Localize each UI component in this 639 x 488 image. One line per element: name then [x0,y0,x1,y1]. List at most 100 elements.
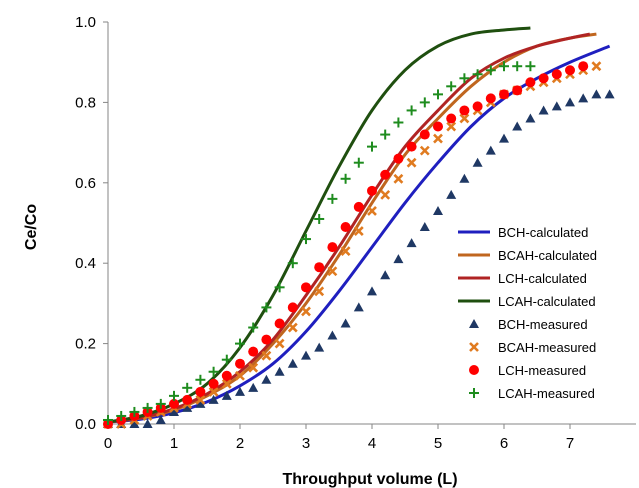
y-tick-label: 0.0 [75,416,96,433]
bcah-measured-point-stroke [393,173,404,184]
lcah-measured-point [393,117,404,128]
lcah-measured-point [327,193,338,204]
lch-measured-point [459,105,470,116]
bcah-measured-point-stroke [380,189,391,200]
bch-measured-point [235,386,245,396]
lcah-measured-point [248,322,259,333]
bch-measured-point [433,205,443,215]
bch-measured-point [353,302,364,312]
legend-label: BCAH-calculated [498,248,597,263]
bch-measured-point [393,254,404,264]
bch-measured-point [248,382,259,392]
lch-measured-point [419,129,430,140]
lcah-measured-point [142,402,153,413]
bcah-measured-point [591,61,602,72]
lch-measured-point [485,93,496,104]
lch-measured-point [525,77,536,88]
bch-measured-point [155,414,166,424]
legend-label: BCH-measured [498,317,588,332]
bch-measured-point [499,133,509,143]
lcah-measured-point [499,61,509,72]
lch-measured-point [433,121,443,132]
bcah-measured-point-stroke [367,206,377,216]
bch-measured-point [221,390,232,400]
x-tick-label: 6 [500,435,508,452]
bcah-measured-point [208,386,219,397]
bch-measured-point [578,93,589,103]
legend-item-bcah-measured: BCAH-measured [469,340,596,355]
lcah-measured-point [485,65,496,76]
y-tick-label: 0.4 [75,255,96,272]
bcah-measured-point [393,173,404,184]
bch-measured-point [380,270,391,280]
bcah-measured-point-stroke [221,378,232,389]
bcah-measured-point-stroke [235,370,245,381]
bcah-measured-point [433,133,443,144]
lch-measured-point [538,73,549,84]
x-axis-title: Throughput volume (L) [282,471,457,488]
lcah-measured-point [406,105,417,116]
lch-measured-point [499,89,509,100]
lch-measured-point [565,65,575,76]
legend-item-bcah-calculated: BCAH-calculated [458,248,597,263]
bch-measured-point [406,238,417,248]
lch-measured-point [340,222,351,233]
bch-measured-point [327,330,338,340]
legend-swatch [469,388,479,398]
lcah-measured-point [129,406,140,417]
bch-measured-point [472,157,483,167]
legend-label: LCAH-measured [498,386,595,401]
legend-item-bch-calculated: BCH-calculated [458,225,588,240]
bch-measured-point [261,374,272,384]
bcah-measured-point-stroke [261,350,272,361]
legend-item-bch-measured: BCH-measured [469,317,588,332]
bcah-measured-point [221,378,232,389]
legend-label: BCAH-measured [498,340,596,355]
bch-measured-point [274,366,285,376]
legend-item-lcah-calculated: LCAH-calculated [458,294,596,309]
y-tick-label: 0.2 [75,336,96,353]
lcah-measured-point [419,97,430,108]
bcah-measured-point-stroke [353,226,364,236]
legend-label: LCH-measured [498,363,586,378]
lcah-measured-point [235,338,245,349]
lch-measured-point [169,398,179,409]
lch-measured-point [446,113,457,124]
lcah-measured-point [155,398,166,409]
lch-measured-point [327,242,338,253]
bch-measured-point [419,222,430,232]
bch-measured-point [446,189,457,199]
series-layer [103,26,615,429]
bcah-measured-point-stroke [195,394,206,405]
bcah-measured-point [195,394,206,405]
legend-label: BCH-calculated [498,225,588,240]
legend-label: LCH-calculated [498,271,587,286]
bch-measured-point [208,394,219,404]
lch-measured-point [551,69,562,80]
lcah-measured-point [261,302,272,313]
bch-measured-point [538,105,549,115]
lch-measured-point [182,394,193,405]
bcah-measured-point [406,157,417,168]
lcah-calculated-line [107,26,531,424]
lcah-measured-point [472,69,483,80]
y-axis-title: Ce/Co [23,204,40,250]
lcah-measured-point [103,414,113,425]
lch-measured-point [235,358,245,369]
lcah-measured-point [195,374,206,385]
lch-measured-point [274,318,285,329]
lch-measured-point [287,302,298,313]
x-tick-label: 3 [302,435,310,452]
y-tick-label: 0.8 [75,94,96,111]
lcah-measured-point [274,282,285,293]
legend-label: LCAH-calculated [498,294,596,309]
lcah-measured-point [287,258,298,269]
legend-item-lch-calculated: LCH-calculated [458,271,587,286]
lcah-measured-point [353,157,364,168]
lch-measured-point [314,262,325,273]
lch-measured-point [512,85,523,96]
lcah-measured-point [169,390,179,401]
y-tick-label: 0.6 [75,175,96,192]
bcah-measured-point-stroke [327,266,338,277]
lcah-measured-point [446,81,457,92]
